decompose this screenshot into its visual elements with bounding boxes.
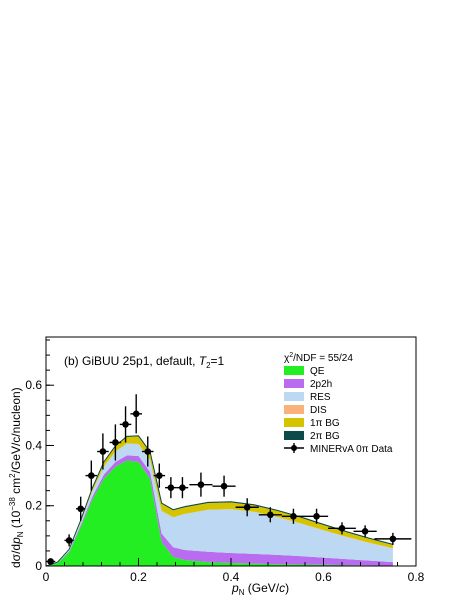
legend-item-qe: QE <box>284 366 325 377</box>
svg-text:2π BG: 2π BG <box>310 431 340 442</box>
data-point <box>165 477 177 499</box>
y-tick-label: 0.6 <box>25 378 42 392</box>
y-tick-label: 0.4 <box>25 438 42 452</box>
data-point <box>353 525 377 538</box>
svg-text:RES: RES <box>310 392 331 403</box>
data-point <box>46 558 56 565</box>
legend-item-data: MINERvA 0π Data <box>284 443 393 455</box>
x-tick-label: 0.6 <box>315 570 332 584</box>
data-point <box>374 532 412 545</box>
data-points <box>46 394 412 565</box>
y-tick-label: 0 <box>35 559 42 573</box>
x-tick-label: 0.8 <box>408 570 425 584</box>
data-point <box>235 498 259 517</box>
data-point <box>176 477 189 499</box>
area-qe <box>46 460 393 566</box>
svg-text:MINERvA 0π Data: MINERvA 0π Data <box>310 444 393 455</box>
legend-item-res: RES <box>284 392 331 403</box>
svg-text:1π BG: 1π BG <box>310 418 340 429</box>
legend-item-dis: DIS <box>284 405 327 416</box>
x-tick-label: 0 <box>43 570 50 584</box>
panel-label: (b) GiBUU 25p1, default, T2=1 <box>64 354 225 370</box>
svg-text:2p2h: 2p2h <box>310 379 332 390</box>
data-point <box>85 460 98 491</box>
legend-item-1pi-bg: 1π BG <box>284 418 340 429</box>
data-point <box>281 508 305 524</box>
data-point <box>328 522 356 535</box>
data-point <box>97 433 109 470</box>
data-point <box>109 424 122 461</box>
legend-item-2p2h: 2p2h <box>284 379 332 390</box>
x-tick-label: 0.2 <box>130 570 147 584</box>
data-point <box>153 463 166 488</box>
data-point <box>64 534 74 547</box>
data-point <box>305 508 329 524</box>
y-tick-label: 0.2 <box>25 499 42 513</box>
svg-text:DIS: DIS <box>310 405 327 416</box>
legend-item-2pi-bg: 2π BG <box>284 431 340 442</box>
stacked-areas <box>45 435 394 567</box>
data-point <box>189 472 213 497</box>
legend: QE 2p2h RES DIS 1π BG 2π BG MINERvA 0π Data <box>284 366 393 455</box>
axis-ticks: 0 0.2 0.4 0.6 0.8 0 0.2 0.4 0.6 <box>25 339 425 584</box>
svg-text:QE: QE <box>310 366 325 377</box>
data-point <box>212 475 236 497</box>
data-point <box>130 394 142 434</box>
x-tick-label: 0.4 <box>223 570 240 584</box>
data-point <box>119 406 132 443</box>
data-point <box>258 507 282 523</box>
chi2-label: χ2/NDF = 55/24 <box>284 352 353 364</box>
total-prediction-line <box>45 435 394 567</box>
data-point <box>76 496 86 521</box>
area-res <box>46 443 393 566</box>
x-axis-title: pN (GeV/c) <box>231 581 289 597</box>
data-point <box>141 436 154 467</box>
y-axis-title: dσ/dpN (10−38 cm2/GeV/c/nucleon) <box>8 387 25 568</box>
